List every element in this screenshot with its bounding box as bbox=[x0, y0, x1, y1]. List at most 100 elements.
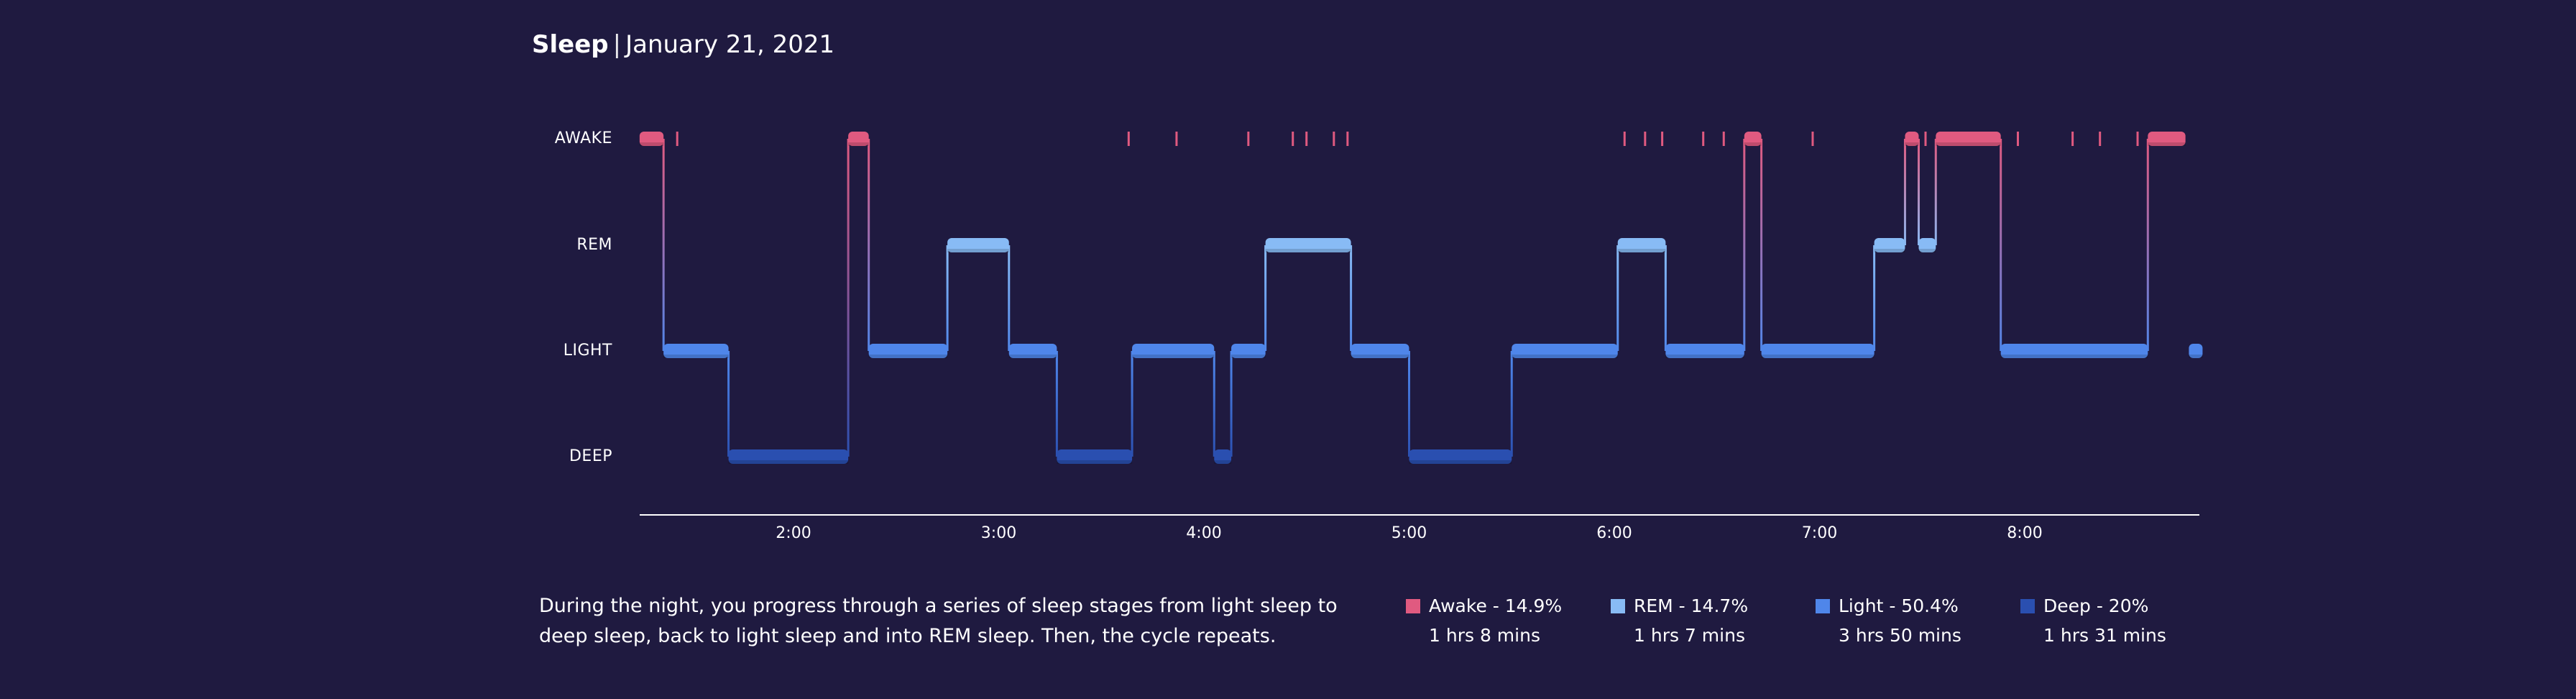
y-label-light: LIGHT bbox=[563, 342, 612, 360]
y-label-deep: DEEP bbox=[569, 447, 612, 465]
page-title: Sleep | January 21, 2021 bbox=[532, 26, 834, 63]
stage-transition bbox=[1616, 245, 1619, 351]
stage-bar-light bbox=[1231, 344, 1266, 358]
x-tick-label: 6:00 bbox=[1596, 524, 1632, 542]
x-tick-label: 2:00 bbox=[776, 524, 811, 542]
y-label-rem: REM bbox=[576, 236, 612, 254]
deep-swatch bbox=[2020, 599, 2035, 613]
stage-transition bbox=[1230, 351, 1233, 457]
awake-blip bbox=[2136, 132, 2139, 146]
stage-bar-light bbox=[663, 344, 729, 358]
stage-bar-rem bbox=[1265, 238, 1351, 252]
stage-bar-light bbox=[1008, 344, 1057, 358]
stage-bar-shade bbox=[947, 249, 1009, 252]
stage-bar-shade bbox=[1265, 249, 1351, 252]
stage-bar-shade bbox=[1008, 355, 1057, 358]
stage-bar-light bbox=[1132, 344, 1215, 358]
awake-blip bbox=[1702, 132, 1705, 146]
stage-bar-shade bbox=[1905, 142, 1919, 146]
stage-bar-awake bbox=[848, 132, 869, 146]
stage-transition bbox=[868, 139, 870, 351]
legend-light-label: Light - 50.4% bbox=[1839, 595, 1959, 616]
legend-rem: REM - 14.7% 1 hrs 7 mins bbox=[1611, 594, 1812, 650]
title-text: Sleep bbox=[532, 30, 609, 59]
awake-blip bbox=[676, 132, 678, 146]
stage-bar-shade bbox=[1918, 249, 1936, 252]
legend-deep-label: Deep - 20% bbox=[2043, 595, 2149, 616]
stage-bar-shade bbox=[728, 460, 849, 464]
stage-transition bbox=[1213, 351, 1215, 457]
stage-transition bbox=[662, 139, 665, 351]
stage-bar-shade bbox=[639, 142, 664, 146]
title-separator: | bbox=[612, 30, 622, 59]
y-label-awake: AWAKE bbox=[554, 129, 612, 147]
stage-bar-light bbox=[1665, 344, 1744, 358]
stage-transition bbox=[1903, 139, 1906, 245]
stage-transition bbox=[2146, 139, 2149, 351]
stage-transition bbox=[1664, 245, 1667, 351]
x-tick-label: 8:00 bbox=[2007, 524, 2043, 542]
legend-rem-duration: 1 hrs 7 mins bbox=[1634, 625, 1745, 646]
legend-awake: Awake - 14.9% 1 hrs 8 mins bbox=[1406, 594, 1607, 650]
awake-blip bbox=[2016, 132, 2019, 146]
stage-bar-rem bbox=[1918, 238, 1936, 252]
stage-bar-shade bbox=[1744, 142, 1762, 146]
stage-transition bbox=[1510, 351, 1513, 457]
legend-deep: Deep - 20% 1 hrs 31 mins bbox=[2020, 594, 2222, 650]
title-date: January 21, 2021 bbox=[625, 30, 835, 59]
stage-bar-awake bbox=[2148, 132, 2186, 146]
stage-bar-shade bbox=[1409, 460, 1512, 464]
stage-transition bbox=[2000, 139, 2002, 351]
stage-bar-shade bbox=[1231, 355, 1266, 358]
awake-blip bbox=[1722, 132, 1725, 146]
stage-bar-light bbox=[2000, 344, 2148, 358]
legend-awake-duration: 1 hrs 8 mins bbox=[1429, 625, 1540, 646]
stage-bar-light bbox=[2189, 344, 2203, 358]
legend-light-duration: 3 hrs 50 mins bbox=[1839, 625, 1961, 646]
stage-bar-awake bbox=[639, 132, 664, 146]
awake-blip bbox=[1811, 132, 1814, 146]
rem-swatch bbox=[1611, 599, 1625, 613]
awake-blip bbox=[1333, 132, 1335, 146]
stage-bar-shade bbox=[1057, 460, 1133, 464]
stage-transition bbox=[1350, 245, 1353, 351]
stage-bar-shade bbox=[1874, 249, 1905, 252]
stage-transition bbox=[1760, 139, 1763, 351]
stage-bar-light bbox=[1512, 344, 1618, 358]
stage-bar-rem bbox=[947, 238, 1009, 252]
x-tick-label: 7:00 bbox=[1801, 524, 1838, 542]
stage-bar-deep bbox=[1057, 449, 1133, 464]
stage-bar-shade bbox=[1936, 142, 2001, 146]
x-tick-label: 3:00 bbox=[980, 524, 1017, 542]
stage-transition bbox=[1131, 351, 1133, 457]
stage-bar-deep bbox=[1409, 449, 1512, 464]
stage-bar-shade bbox=[2189, 355, 2203, 358]
awake-blip bbox=[2071, 132, 2074, 146]
legend-rem-label: REM - 14.7% bbox=[1634, 595, 1749, 616]
stage-bar-shade bbox=[663, 355, 729, 358]
stage-transition bbox=[1008, 245, 1011, 351]
stage-bar-shade bbox=[1617, 249, 1666, 252]
awake-blip bbox=[1247, 132, 1250, 146]
stage-bar-shade bbox=[1214, 460, 1232, 464]
stage-transition bbox=[1408, 351, 1410, 457]
stage-transition bbox=[727, 351, 730, 457]
awake-blip bbox=[1623, 132, 1626, 146]
awake-blip bbox=[1127, 132, 1130, 146]
x-tick-label: 5:00 bbox=[1391, 524, 1427, 542]
stage-transition bbox=[1873, 245, 1876, 351]
awake-blip bbox=[1924, 132, 1927, 146]
sleep-description: During the night, you progress through a… bbox=[539, 595, 1338, 647]
stage-bar-deep bbox=[728, 449, 849, 464]
awake-blip bbox=[2099, 132, 2102, 146]
awake-blip bbox=[1292, 132, 1294, 146]
stage-bar-shade bbox=[1132, 355, 1215, 358]
stage-bar-awake bbox=[1936, 132, 2001, 146]
stage-transition bbox=[1917, 139, 1920, 245]
stage-bar-shade bbox=[1665, 355, 1744, 358]
stage-transition bbox=[1934, 139, 1937, 245]
stage-transition bbox=[1743, 139, 1746, 351]
stage-bar-shade bbox=[1512, 355, 1618, 358]
